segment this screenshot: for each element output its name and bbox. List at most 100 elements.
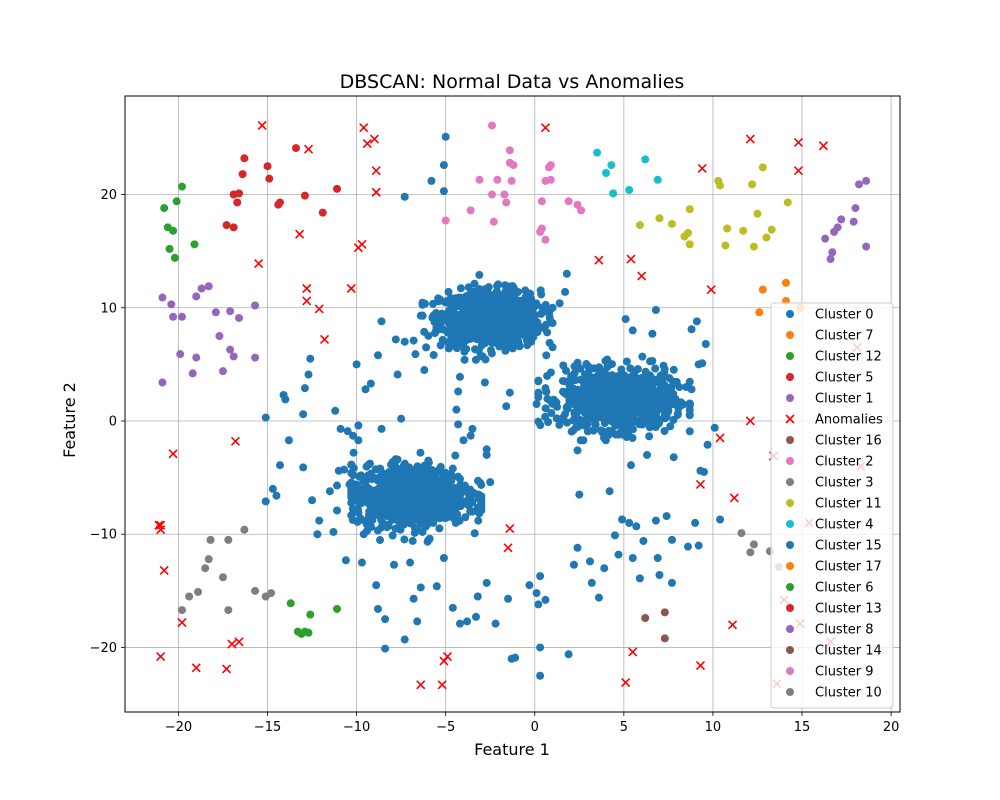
anomaly-point <box>745 134 755 144</box>
scatter-point <box>378 520 387 529</box>
scatter-point <box>501 325 510 334</box>
scatter-point <box>821 234 830 243</box>
scatter-point <box>476 478 485 487</box>
scatter-point <box>489 217 498 226</box>
scatter-point <box>483 322 492 331</box>
scatter-point <box>465 312 474 321</box>
scatter-point <box>471 355 480 364</box>
scatter-point <box>591 420 600 429</box>
scatter-point <box>454 472 463 481</box>
legend-marker <box>786 436 794 444</box>
scatter-point <box>400 535 409 544</box>
scatter-point <box>526 300 535 309</box>
scatter-point <box>441 132 450 141</box>
anomaly-point <box>626 254 636 264</box>
scatter-point <box>331 406 340 415</box>
scatter-point <box>240 154 249 163</box>
y-axis-label: Feature 2 <box>60 382 79 458</box>
scatter-point <box>631 403 640 412</box>
series-cluster-6 <box>286 599 342 638</box>
series-cluster-2 <box>441 121 518 226</box>
legend-label: Cluster 1 <box>815 392 874 407</box>
anomaly-point <box>319 334 330 345</box>
scatter-point <box>525 581 534 590</box>
anomaly-point <box>314 304 324 314</box>
scatter-point <box>460 303 469 312</box>
scatter-point <box>532 589 541 598</box>
scatter-point <box>470 279 479 288</box>
scatter-point <box>470 303 479 312</box>
scatter-point <box>532 299 541 308</box>
scatter-point <box>653 375 662 384</box>
scatter-point <box>537 197 546 206</box>
scatter-point <box>235 189 244 198</box>
scatter-point <box>519 317 528 326</box>
scatter-point <box>504 594 513 603</box>
scatter-point <box>409 336 418 345</box>
scatter-point <box>447 488 456 497</box>
scatter-point <box>429 299 438 308</box>
x-tick-label: 0 <box>531 720 539 735</box>
scatter-point <box>226 345 235 354</box>
scatter-point <box>354 436 363 445</box>
scatter-point <box>600 430 609 439</box>
scatter-point <box>509 161 518 170</box>
scatter-point <box>353 482 362 491</box>
scatter-point <box>758 163 767 172</box>
scatter-point <box>451 496 460 505</box>
scatter-point <box>513 331 522 340</box>
anomaly-point <box>369 134 379 144</box>
scatter-point <box>428 484 437 493</box>
scatter-point <box>561 287 570 296</box>
scatter-point <box>343 427 352 436</box>
anomaly-point <box>416 680 426 690</box>
scatter-point <box>345 480 354 489</box>
legend: Cluster 0 Cluster 7 Cluster 12 Cluster 5 Clu… <box>770 302 894 709</box>
scatter-point <box>373 526 382 535</box>
scatter-point <box>663 400 672 409</box>
legend-label: Cluster 7 <box>815 329 874 344</box>
scatter-point <box>639 537 648 546</box>
anomaly-point <box>177 617 187 628</box>
anomaly-point <box>156 525 166 535</box>
scatter-point <box>482 445 491 454</box>
anomaly-point <box>621 677 631 688</box>
x-tick-label: −5 <box>436 720 455 735</box>
scatter-point <box>439 554 448 562</box>
scatter-point <box>651 364 660 373</box>
scatter-point <box>474 346 483 355</box>
scatter-point <box>348 515 357 524</box>
scatter-point <box>468 424 477 433</box>
scatter-point <box>862 176 871 185</box>
scatter-point <box>575 490 584 499</box>
scatter-point <box>267 589 276 598</box>
anomaly-point <box>818 141 828 151</box>
scatter-point <box>537 309 546 318</box>
scatter-point <box>609 189 618 198</box>
scatter-point <box>564 650 573 659</box>
anomaly-point <box>191 663 201 673</box>
scatter-point <box>543 328 552 337</box>
scatter-point <box>459 436 468 445</box>
series-cluster-16 <box>641 608 669 643</box>
scatter-point <box>685 427 694 436</box>
scatter-point <box>167 300 176 309</box>
scatter-point <box>464 293 473 302</box>
scatter-point <box>783 198 792 207</box>
legend-label: Cluster 17 <box>815 560 882 575</box>
scatter-point <box>589 364 598 373</box>
scatter-point <box>581 370 590 379</box>
scatter-point <box>851 204 860 213</box>
scatter-point <box>565 382 574 391</box>
scatter-point <box>622 357 631 366</box>
scatter-point <box>746 548 755 557</box>
scatter-point <box>377 424 386 433</box>
scatter-point <box>401 517 410 526</box>
scatter-point <box>627 389 636 398</box>
scatter-point <box>420 299 429 308</box>
scatter-point <box>442 484 451 493</box>
scatter-point <box>424 458 433 467</box>
scatter-point <box>441 216 450 225</box>
scatter-point <box>541 384 550 393</box>
scatter-point <box>468 507 477 516</box>
